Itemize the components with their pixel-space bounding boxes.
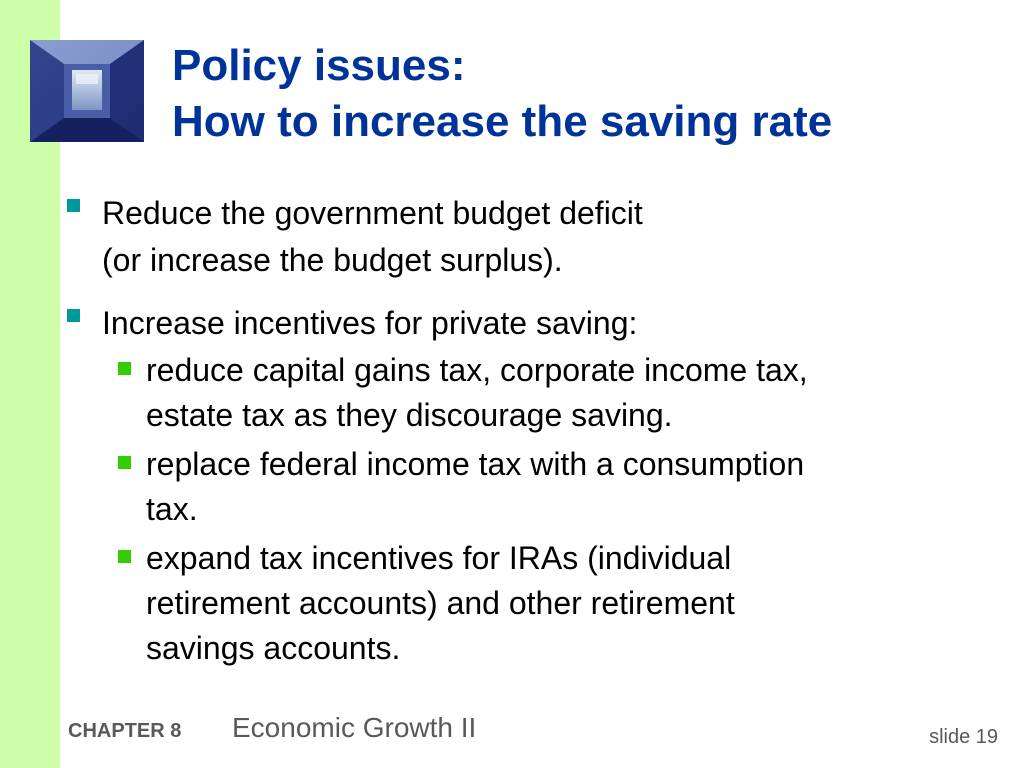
square-bullet-icon	[118, 550, 131, 563]
footer-chapter: CHAPTER 8	[68, 720, 182, 742]
sub-bullet-consumption-tax: replace federal income tax with a consum…	[62, 442, 1012, 532]
title-decoration-image	[30, 40, 144, 142]
sub-bullet-iras: expand tax incentives for IRAs (individu…	[62, 536, 1012, 671]
square-bullet-icon	[118, 456, 131, 469]
sub-bullet-text: reduce capital gains tax, corporate inco…	[146, 352, 808, 388]
sub-bullet-text: savings accounts.	[146, 630, 401, 666]
slide-content: Reduce the government budget deficit (or…	[62, 190, 1012, 675]
footer-slide-number: slide 19	[929, 726, 998, 748]
bullet-text: Increase incentives for private saving:	[102, 305, 638, 341]
slide-title-line-2: How to increase the saving rate	[172, 97, 833, 146]
sub-bullet-list: reduce capital gains tax, corporate inco…	[62, 348, 1012, 671]
sub-bullet-capital-gains: reduce capital gains tax, corporate inco…	[62, 348, 1012, 438]
square-bullet-icon	[118, 362, 131, 375]
square-bullet-icon	[67, 309, 80, 322]
well-icon	[30, 40, 144, 142]
sub-bullet-text: tax.	[146, 491, 198, 527]
sub-bullet-text: estate tax as they discourage saving.	[146, 397, 673, 433]
bullet-increase-incentives: Increase incentives for private saving: …	[62, 300, 1012, 671]
bullet-reduce-deficit: Reduce the government budget deficit (or…	[62, 190, 1012, 284]
bullet-text: (or increase the budget surplus).	[102, 242, 563, 278]
sub-bullet-text: retirement accounts) and other retiremen…	[146, 585, 735, 621]
slide-title: Policy issues: How to increase the savin…	[172, 38, 832, 150]
footer-chapter-title: Economic Growth II	[232, 712, 477, 743]
square-bullet-icon	[67, 199, 80, 212]
sub-bullet-text: replace federal income tax with a consum…	[146, 446, 805, 482]
slide-title-line-1: Policy issues:	[172, 41, 466, 90]
bullet-text: Reduce the government budget deficit	[102, 195, 643, 231]
sub-bullet-text: expand tax incentives for IRAs (individu…	[146, 540, 732, 576]
